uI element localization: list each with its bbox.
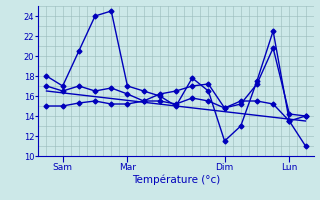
X-axis label: Température (°c): Température (°c)	[132, 175, 220, 185]
